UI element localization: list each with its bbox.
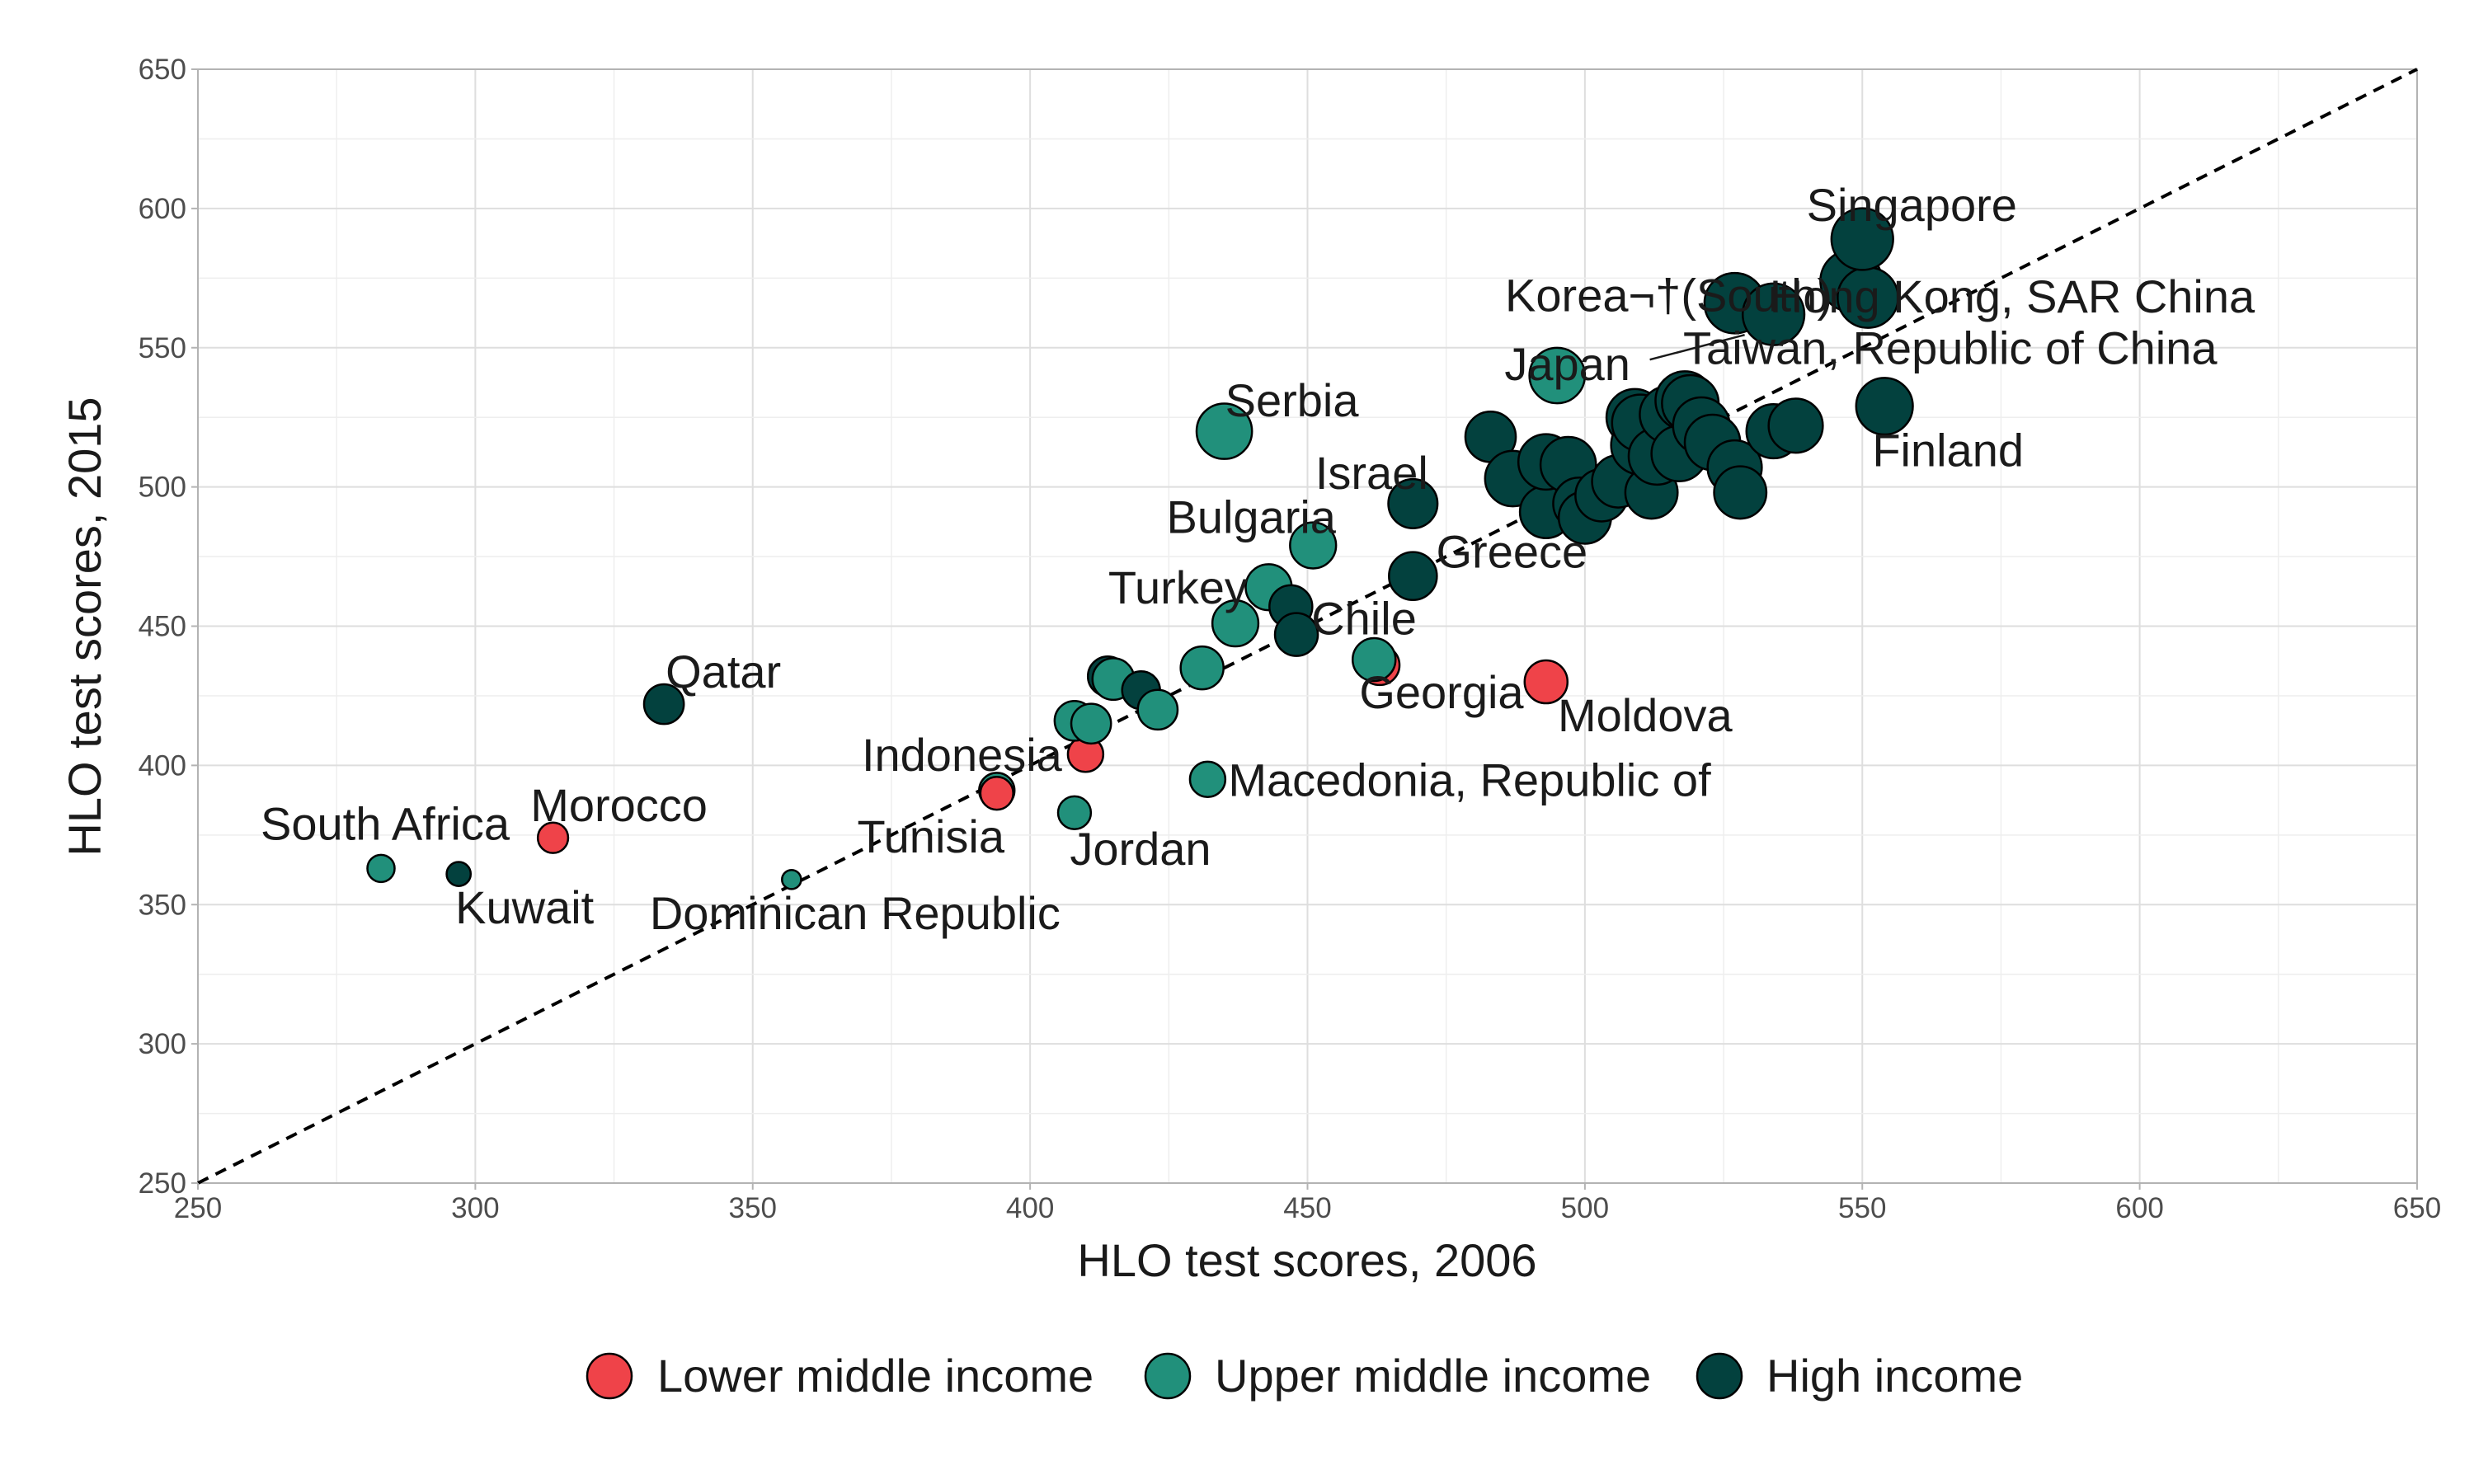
y-tick-label: 400 xyxy=(139,749,186,782)
y-tick-label: 250 xyxy=(139,1167,186,1200)
data-point xyxy=(445,861,473,887)
legend-label-high-income: High income xyxy=(1766,1350,2023,1402)
legend-label-upper-middle-income: Upper middle income xyxy=(1215,1350,1651,1402)
point-label: Chile xyxy=(1311,593,1417,645)
point-label: Singapore xyxy=(1807,179,2017,231)
x-axis-title: HLO test scores, 2006 xyxy=(1077,1234,1536,1286)
data-point xyxy=(1195,402,1253,460)
y-tick-label: 650 xyxy=(139,54,186,86)
point-label: Jordan xyxy=(1070,823,1211,875)
data-point xyxy=(536,821,570,854)
data-point xyxy=(1289,521,1338,570)
reference-line-y-equals-x xyxy=(197,68,2418,1185)
point-label: Morocco xyxy=(530,779,708,831)
data-point xyxy=(1713,465,1768,520)
point-label: Tunisia xyxy=(858,810,1005,862)
point-labels: South Africa Kuwait Morocco Qatar Dominican … xyxy=(261,179,2255,939)
x-tick-label: 550 xyxy=(1838,1192,1886,1224)
y-tick-label: 500 xyxy=(139,472,186,504)
data-point xyxy=(1273,612,1319,657)
y-tick-label: 600 xyxy=(139,193,186,225)
y-tick-label: 350 xyxy=(139,889,186,921)
data-point xyxy=(1056,795,1093,830)
point-label: Qatar xyxy=(666,646,781,697)
point-label: South Africa xyxy=(261,797,510,849)
data-point xyxy=(1855,377,1914,436)
x-tick-label: 600 xyxy=(2115,1192,2163,1224)
data-point xyxy=(1070,702,1112,745)
point-label: Japan xyxy=(1504,338,1630,390)
data-point xyxy=(642,683,685,726)
data-point xyxy=(1767,397,1824,454)
data-point xyxy=(1211,599,1260,648)
data-point xyxy=(1388,551,1438,601)
label-leader-line xyxy=(1649,334,1745,361)
axis-ticks: 250 300 350 400 450 500 550 600 650 250 300 350 400 4… xyxy=(139,54,2442,1224)
x-tick-label: 350 xyxy=(729,1192,777,1224)
data-point xyxy=(1741,282,1806,346)
y-tick-label: 550 xyxy=(139,332,186,364)
x-tick-label: 650 xyxy=(2393,1192,2441,1224)
legend: Lower middle income Upper middle income … xyxy=(586,1350,2023,1402)
legend-swatch-lower-middle-income xyxy=(586,1352,633,1400)
point-label: Greece xyxy=(1437,526,1588,578)
point-label: Korea¬†(South) xyxy=(1505,270,1832,322)
point-label: Hong Kong, SAR China xyxy=(1770,270,2255,322)
legend-label-lower-middle-income: Lower middle income xyxy=(657,1350,1094,1402)
data-point xyxy=(1523,659,1569,705)
data-points xyxy=(366,207,1914,890)
point-label: Indonesia xyxy=(862,729,1063,781)
x-tick-label: 250 xyxy=(174,1192,222,1224)
data-point xyxy=(1528,346,1587,405)
data-point xyxy=(1387,477,1439,529)
point-label: Moldova xyxy=(1558,689,1733,741)
point-label: Kuwait xyxy=(455,881,595,933)
legend-swatch-high-income xyxy=(1696,1352,1743,1400)
x-tick-label: 500 xyxy=(1561,1192,1609,1224)
point-label: Turkey xyxy=(1108,561,1248,613)
data-point xyxy=(1188,760,1227,798)
point-label: Israel xyxy=(1315,447,1428,499)
y-axis-title: HLO test scores, 2015 xyxy=(59,397,111,856)
point-label: Finland xyxy=(1872,425,2024,477)
data-point xyxy=(781,869,802,890)
point-label: Bulgaria xyxy=(1166,491,1336,543)
x-tick-label: 300 xyxy=(451,1192,499,1224)
y-tick-label: 450 xyxy=(139,611,186,643)
point-label: Dominican Republic xyxy=(650,887,1061,939)
x-tick-label: 450 xyxy=(1283,1192,1331,1224)
data-point xyxy=(1179,645,1225,691)
y-tick-label: 300 xyxy=(139,1028,186,1060)
point-label: Taiwan, Republic of China xyxy=(1683,322,2218,374)
data-point xyxy=(1830,207,1894,271)
grid xyxy=(197,68,2418,1184)
data-point xyxy=(979,775,1014,811)
data-point xyxy=(1136,688,1179,731)
data-point xyxy=(366,853,396,884)
point-label: Serbia xyxy=(1225,374,1360,426)
x-tick-label: 400 xyxy=(1006,1192,1054,1224)
legend-swatch-upper-middle-income xyxy=(1144,1352,1192,1400)
point-label: Macedonia, Republic of xyxy=(1228,754,1711,805)
data-point xyxy=(1351,636,1397,683)
point-label: Georgia xyxy=(1359,666,1524,718)
